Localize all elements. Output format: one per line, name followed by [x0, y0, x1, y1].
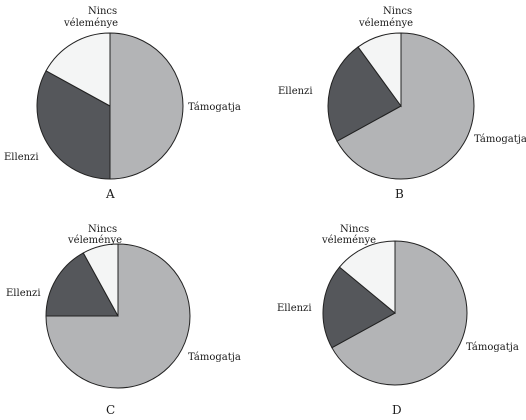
panel-label-b: B [395, 187, 404, 201]
label-d-nincs-line1: Nincs [340, 224, 369, 235]
label-c-nincs-line1: Nincs [88, 224, 117, 235]
slice-b-tamogatja [336, 32, 475, 180]
label-d-nincs-line2: véleménye [321, 235, 376, 246]
label-c-ellenzi: Ellenzi [6, 288, 41, 299]
panel-label-d: D [392, 403, 402, 417]
label-a-tamogatja: Támogatja [188, 102, 241, 113]
panel-label-a: A [105, 187, 115, 201]
label-b-nincs-line2: véleménye [358, 18, 413, 29]
label-c-nincs-line2: véleménye [67, 235, 122, 246]
slice-d-ellenzi [322, 266, 396, 349]
slice-b-nincs-velemenye [357, 32, 402, 108]
label-d-tamogatja: Támogatja [466, 342, 519, 353]
slice-c-ellenzi [45, 252, 119, 317]
slice-c-nincs-velemenye [82, 243, 119, 317]
label-b-nincs-line1: Nincs [383, 6, 412, 17]
slice-a-tamogatja [109, 32, 184, 180]
label-a-nincs-line1: Nincs [88, 6, 117, 17]
slice-d-tamogatja [331, 240, 468, 386]
label-d-ellenzi: Ellenzi [277, 303, 312, 314]
label-a-nincs-line2: véleménye [63, 18, 118, 29]
pie-panel-d: Nincs véleménye Ellenzi Támogatja D [277, 224, 519, 417]
label-b-ellenzi: Ellenzi [278, 86, 313, 97]
pie-panel-b: Nincs véleménye Ellenzi Támogatja B [278, 6, 526, 201]
pie-panel-a: Nincs véleménye Támogatja Ellenzi A [4, 6, 241, 201]
label-c-tamogatja: Támogatja [188, 352, 241, 363]
slice-a-ellenzi [36, 70, 111, 180]
slice-b-ellenzi [327, 46, 402, 142]
label-b-tamogatja: Támogatja [474, 134, 526, 145]
label-a-ellenzi: Ellenzi [4, 152, 39, 163]
slice-d-nincs-velemenye [338, 240, 396, 315]
slice-a-nincs-velemenye [45, 32, 111, 107]
pie-panel-c: Nincs véleménye Ellenzi Támogatja C [6, 224, 241, 417]
panel-label-c: C [106, 403, 115, 417]
